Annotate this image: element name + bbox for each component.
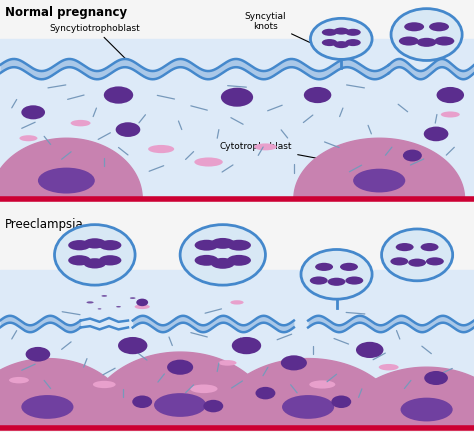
Circle shape bbox=[282, 395, 334, 419]
Circle shape bbox=[345, 39, 361, 46]
Ellipse shape bbox=[403, 149, 422, 162]
Ellipse shape bbox=[86, 302, 94, 304]
Circle shape bbox=[211, 258, 235, 269]
Ellipse shape bbox=[441, 111, 460, 118]
Ellipse shape bbox=[180, 225, 265, 285]
Ellipse shape bbox=[93, 381, 116, 388]
Ellipse shape bbox=[194, 158, 223, 167]
Circle shape bbox=[334, 28, 349, 35]
Ellipse shape bbox=[255, 387, 275, 399]
Text: Syncytiotrophoblast: Syncytiotrophoblast bbox=[49, 24, 140, 63]
Polygon shape bbox=[0, 138, 142, 199]
Ellipse shape bbox=[391, 9, 462, 60]
Ellipse shape bbox=[71, 120, 91, 127]
Ellipse shape bbox=[382, 229, 453, 281]
Circle shape bbox=[83, 238, 106, 248]
Ellipse shape bbox=[232, 337, 261, 354]
Circle shape bbox=[420, 243, 438, 251]
Circle shape bbox=[315, 263, 333, 271]
Ellipse shape bbox=[230, 300, 244, 305]
Circle shape bbox=[68, 255, 91, 265]
Circle shape bbox=[396, 243, 414, 251]
Ellipse shape bbox=[9, 377, 29, 384]
Circle shape bbox=[399, 37, 419, 46]
Ellipse shape bbox=[101, 295, 107, 297]
Ellipse shape bbox=[55, 225, 135, 285]
Ellipse shape bbox=[437, 87, 464, 103]
Ellipse shape bbox=[301, 250, 372, 299]
Circle shape bbox=[154, 393, 206, 417]
Circle shape bbox=[340, 263, 358, 271]
Ellipse shape bbox=[379, 364, 399, 371]
Ellipse shape bbox=[424, 371, 448, 385]
Ellipse shape bbox=[167, 359, 193, 375]
Circle shape bbox=[310, 276, 328, 285]
Polygon shape bbox=[341, 367, 474, 428]
Ellipse shape bbox=[132, 396, 152, 408]
Circle shape bbox=[322, 39, 337, 46]
Circle shape bbox=[83, 258, 106, 269]
Circle shape bbox=[68, 240, 91, 251]
Circle shape bbox=[353, 168, 405, 193]
Circle shape bbox=[401, 397, 453, 422]
Ellipse shape bbox=[21, 105, 45, 119]
Ellipse shape bbox=[203, 400, 223, 412]
Ellipse shape bbox=[310, 19, 372, 59]
Circle shape bbox=[328, 278, 346, 286]
Ellipse shape bbox=[135, 304, 150, 309]
Ellipse shape bbox=[219, 360, 237, 365]
Ellipse shape bbox=[281, 355, 307, 371]
Text: Normal pregnancy: Normal pregnancy bbox=[5, 6, 127, 19]
Ellipse shape bbox=[331, 396, 351, 408]
Circle shape bbox=[211, 238, 235, 249]
Text: Syncytial
knots: Syncytial knots bbox=[245, 12, 337, 56]
Ellipse shape bbox=[356, 342, 383, 358]
Circle shape bbox=[417, 38, 437, 47]
Ellipse shape bbox=[104, 86, 133, 104]
Ellipse shape bbox=[304, 87, 331, 103]
Circle shape bbox=[99, 240, 121, 251]
Polygon shape bbox=[0, 359, 133, 428]
Text: Cytotrophoblast: Cytotrophoblast bbox=[220, 143, 356, 167]
Text: CSH
PERSPECTIVES: CSH PERSPECTIVES bbox=[423, 410, 463, 421]
Text: Preeclampsia: Preeclampsia bbox=[5, 218, 83, 231]
Circle shape bbox=[195, 240, 219, 251]
Ellipse shape bbox=[309, 381, 336, 389]
Ellipse shape bbox=[148, 145, 174, 153]
Ellipse shape bbox=[116, 122, 140, 137]
Ellipse shape bbox=[190, 384, 218, 393]
Circle shape bbox=[404, 22, 424, 32]
Polygon shape bbox=[294, 138, 465, 199]
Ellipse shape bbox=[424, 127, 448, 141]
Circle shape bbox=[426, 257, 444, 265]
Circle shape bbox=[227, 255, 251, 266]
Circle shape bbox=[345, 29, 361, 36]
Circle shape bbox=[429, 22, 449, 32]
Ellipse shape bbox=[130, 297, 136, 299]
Polygon shape bbox=[85, 352, 275, 428]
Circle shape bbox=[346, 276, 363, 285]
Circle shape bbox=[391, 257, 408, 265]
Ellipse shape bbox=[221, 88, 253, 107]
Ellipse shape bbox=[26, 347, 50, 362]
Circle shape bbox=[195, 255, 219, 266]
Polygon shape bbox=[213, 359, 403, 428]
Circle shape bbox=[227, 240, 251, 251]
Circle shape bbox=[38, 168, 95, 194]
Ellipse shape bbox=[19, 135, 37, 141]
Ellipse shape bbox=[254, 143, 277, 150]
Circle shape bbox=[99, 255, 121, 265]
Circle shape bbox=[322, 29, 337, 36]
Circle shape bbox=[334, 41, 349, 48]
Ellipse shape bbox=[136, 299, 148, 306]
Circle shape bbox=[21, 395, 73, 419]
Ellipse shape bbox=[98, 308, 101, 309]
Circle shape bbox=[408, 259, 426, 267]
Ellipse shape bbox=[116, 306, 121, 308]
Ellipse shape bbox=[118, 337, 147, 354]
Circle shape bbox=[434, 37, 454, 46]
